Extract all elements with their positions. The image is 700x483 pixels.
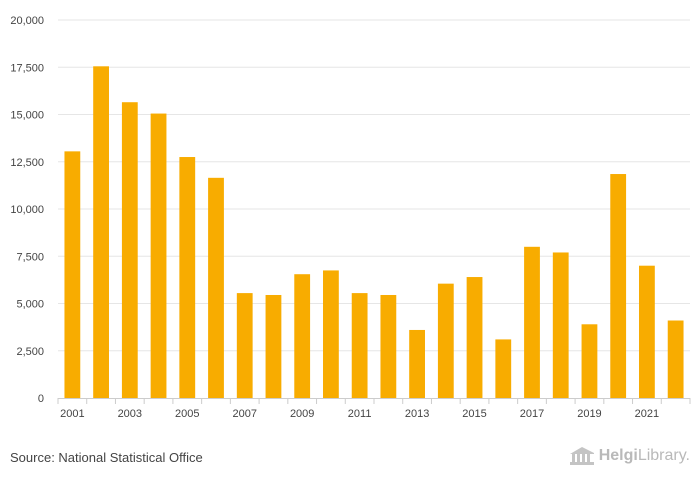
source-note: Source: National Statistical Office: [10, 450, 203, 465]
bar-2013: [409, 329, 425, 398]
x-axis: 2001 2003 2005 2007 2009 2011 2013 2015 2017 2019…: [57, 398, 691, 420]
y-tick-label: 0: [38, 393, 44, 405]
library-building-icon: [569, 447, 594, 465]
bar-2015: [466, 277, 483, 398]
bar-2001: [64, 151, 81, 398]
x-tick-label: 2015: [462, 408, 486, 420]
bar-2011: [351, 293, 368, 398]
bar-2006: [208, 177, 224, 398]
x-tick-label: 2011: [348, 408, 372, 420]
x-tick-label: 2001: [60, 408, 84, 420]
y-tick-label: 20,000: [10, 15, 44, 27]
x-tick-label: 2009: [290, 408, 314, 420]
logo-text-library: Library.: [637, 447, 690, 464]
bar-2010: [323, 270, 339, 398]
y-tick-label: 10,000: [10, 204, 44, 216]
y-tick-label: 15,000: [10, 110, 44, 122]
bar-2017: [524, 246, 540, 398]
bar-2022: [667, 320, 684, 398]
bars: [64, 66, 684, 399]
y-tick-label: 2,500: [16, 346, 44, 358]
x-tick-label: 2017: [520, 408, 544, 420]
bar-2002: [93, 66, 109, 399]
bar-2008: [265, 294, 282, 398]
x-tick-label: 2005: [175, 408, 199, 420]
x-tick-label: 2007: [232, 408, 256, 420]
x-tick-label: 2019: [577, 408, 601, 420]
bar-2018: [552, 252, 569, 398]
x-tick-label: 2003: [118, 408, 142, 420]
bar-2003: [121, 102, 138, 398]
bar-2020: [610, 174, 627, 398]
bar-chart: 0 2,500 5,000 7,500 10,000 12,500 15,000 17,500…: [10, 15, 691, 420]
bar-2009: [294, 274, 311, 398]
bar-2016: [495, 339, 512, 398]
bar-2007: [236, 293, 253, 398]
y-axis: 0 2,500 5,000 7,500 10,000 12,500 15,000 17,500…: [10, 15, 44, 405]
bar-2012: [380, 294, 397, 398]
bar-2005: [179, 157, 196, 398]
y-tick-label: 12,500: [10, 157, 44, 169]
bar-2019: [581, 324, 598, 398]
y-tick-label: 17,500: [10, 62, 44, 74]
y-tick-label: 5,000: [16, 299, 44, 311]
y-tick-label: 7,500: [16, 251, 44, 263]
logo-text-helgi: Helgi: [598, 447, 638, 464]
helgi-library-logo: Helgi Library.: [569, 446, 690, 466]
x-tick-label: 2013: [405, 408, 429, 420]
bar-2021: [639, 265, 655, 398]
bar-2004: [150, 113, 167, 399]
bar-2014: [437, 283, 454, 398]
x-tick-label: 2021: [635, 408, 659, 420]
